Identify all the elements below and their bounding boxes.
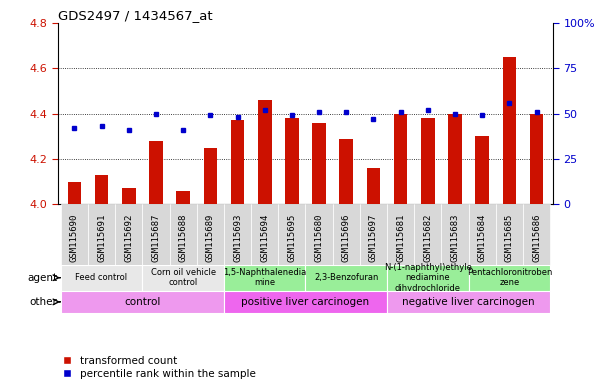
Text: GDS2497 / 1434567_at: GDS2497 / 1434567_at xyxy=(58,9,213,22)
Text: GSM115680: GSM115680 xyxy=(315,213,324,262)
Bar xyxy=(306,265,387,291)
Text: GSM115686: GSM115686 xyxy=(532,213,541,262)
Bar xyxy=(530,114,543,204)
Bar xyxy=(68,182,81,204)
Bar xyxy=(88,204,115,265)
Bar xyxy=(475,136,489,204)
Bar xyxy=(442,204,469,265)
Text: Corn oil vehicle
control: Corn oil vehicle control xyxy=(150,268,216,288)
Text: 1,5-Naphthalenedia
mine: 1,5-Naphthalenedia mine xyxy=(223,268,306,288)
Bar xyxy=(387,291,551,313)
Bar xyxy=(312,123,326,204)
Bar xyxy=(469,204,496,265)
Bar xyxy=(278,204,306,265)
Bar xyxy=(224,291,387,313)
Bar xyxy=(60,265,142,291)
Bar xyxy=(60,291,224,313)
Bar xyxy=(469,265,551,291)
Text: GSM115683: GSM115683 xyxy=(450,213,459,262)
Text: control: control xyxy=(124,297,161,307)
Text: GSM115684: GSM115684 xyxy=(478,213,487,262)
Text: other: other xyxy=(29,297,57,307)
Bar xyxy=(503,57,516,204)
Bar xyxy=(421,118,434,204)
Bar xyxy=(224,204,251,265)
Text: GSM115694: GSM115694 xyxy=(260,213,269,262)
Text: GSM115697: GSM115697 xyxy=(369,213,378,262)
Bar xyxy=(203,147,217,204)
Bar xyxy=(122,189,136,204)
Bar xyxy=(177,190,190,204)
Bar xyxy=(231,121,244,204)
Text: GSM115681: GSM115681 xyxy=(396,213,405,262)
Bar xyxy=(197,204,224,265)
Bar xyxy=(285,118,299,204)
Text: GSM115696: GSM115696 xyxy=(342,213,351,262)
Bar xyxy=(523,204,551,265)
Bar xyxy=(149,141,163,204)
Bar xyxy=(340,139,353,204)
Text: negative liver carcinogen: negative liver carcinogen xyxy=(403,297,535,307)
Text: Feed control: Feed control xyxy=(76,273,128,282)
Bar xyxy=(496,204,523,265)
Text: N-(1-naphthyl)ethyle
nediamine
dihydrochloride: N-(1-naphthyl)ethyle nediamine dihydroch… xyxy=(384,263,472,293)
Bar xyxy=(387,204,414,265)
Text: GSM115687: GSM115687 xyxy=(152,213,161,262)
Bar xyxy=(306,204,333,265)
Text: Pentachloronitroben
zene: Pentachloronitroben zene xyxy=(467,268,552,288)
Legend: transformed count, percentile rank within the sample: transformed count, percentile rank withi… xyxy=(64,356,256,379)
Text: GSM115685: GSM115685 xyxy=(505,213,514,262)
Text: agent: agent xyxy=(27,273,57,283)
Text: GSM115695: GSM115695 xyxy=(287,213,296,262)
Bar xyxy=(360,204,387,265)
Bar xyxy=(60,204,88,265)
Text: GSM115690: GSM115690 xyxy=(70,213,79,262)
Bar xyxy=(394,114,408,204)
Bar xyxy=(448,114,462,204)
Bar xyxy=(414,204,442,265)
Text: GSM115682: GSM115682 xyxy=(423,213,433,262)
Text: GSM115689: GSM115689 xyxy=(206,213,215,262)
Bar xyxy=(387,265,469,291)
Bar xyxy=(142,265,224,291)
Bar xyxy=(251,204,278,265)
Bar xyxy=(142,204,169,265)
Text: positive liver carcinogen: positive liver carcinogen xyxy=(241,297,370,307)
Bar xyxy=(224,265,306,291)
Bar xyxy=(95,175,108,204)
Text: GSM115692: GSM115692 xyxy=(124,213,133,262)
Bar xyxy=(115,204,142,265)
Text: GSM115691: GSM115691 xyxy=(97,213,106,262)
Bar xyxy=(367,168,380,204)
Bar xyxy=(258,100,271,204)
Text: GSM115688: GSM115688 xyxy=(178,213,188,262)
Text: GSM115693: GSM115693 xyxy=(233,213,242,262)
Text: 2,3-Benzofuran: 2,3-Benzofuran xyxy=(314,273,378,282)
Bar xyxy=(333,204,360,265)
Bar xyxy=(169,204,197,265)
